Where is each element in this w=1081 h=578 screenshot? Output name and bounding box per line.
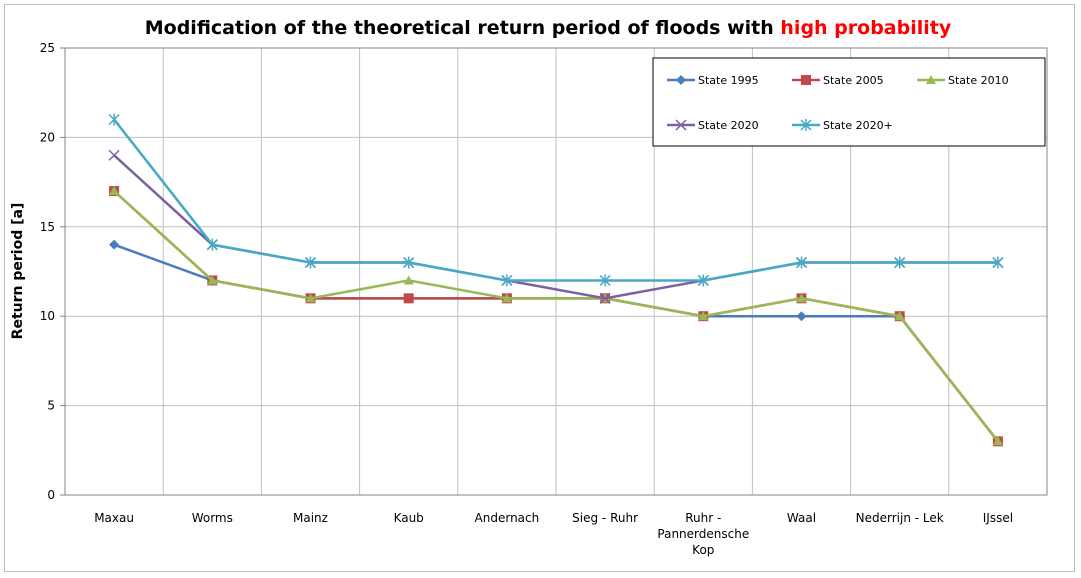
y-tick-label: 10 [40, 309, 55, 323]
x-tick-label: Worms [191, 511, 233, 525]
legend-label: State 1995 [698, 74, 759, 87]
data-point [796, 293, 807, 303]
y-tick-label: 0 [47, 488, 55, 502]
data-point [796, 311, 807, 322]
legend: State 1995 State 2005 State 2010 State 2020… [652, 57, 1046, 147]
x-tick-label: Waal [786, 511, 817, 525]
x-tick-label: Kaub [393, 511, 424, 525]
data-point [305, 293, 316, 303]
data-point [304, 256, 317, 269]
legend-box [652, 57, 1046, 147]
data-point [501, 293, 512, 303]
legend-marker [801, 75, 811, 85]
data-point [599, 292, 611, 304]
data-point [501, 274, 513, 287]
x-tick-label: Maxau [94, 511, 134, 525]
y-axis-label: Return period [a] [10, 203, 26, 340]
data-point [108, 113, 120, 126]
legend-marker [926, 75, 936, 84]
y-tick-label: 25 [40, 41, 55, 55]
x-tick-label: Nederrijn - Lek [855, 511, 944, 525]
data-point [697, 274, 709, 287]
chart-title: Modification of the theoretical return p… [145, 17, 952, 39]
legend-marker [676, 75, 686, 85]
legend-label: State 2005 [823, 74, 884, 87]
legend-label: State 2010 [948, 74, 1009, 87]
y-tick-label: 5 [47, 399, 55, 413]
plot-border [64, 47, 1048, 496]
data-point [403, 256, 415, 269]
y-tick-label: 15 [40, 220, 55, 234]
x-tick-label: Ruhr - Pannerdensche Kop [657, 511, 750, 557]
data-point [207, 275, 218, 285]
data-point [795, 256, 808, 269]
data-point [403, 293, 414, 304]
legend-label: State 2020+ [823, 119, 893, 132]
data-point [894, 311, 905, 321]
data-point [992, 436, 1003, 446]
data-point [992, 256, 1004, 269]
title-emphasis: high probability [780, 17, 951, 39]
x-tick-label: Mainz [293, 511, 328, 525]
legend-marker [800, 119, 812, 131]
x-tick-label: Sieg - Ruhr [572, 511, 639, 525]
x-tick-label: Andernach [474, 511, 540, 525]
data-point [109, 239, 120, 250]
series-line [113, 190, 999, 443]
data-point [894, 256, 906, 269]
legend-label: State 2020 [698, 119, 759, 132]
series-line [113, 118, 998, 282]
data-point [206, 238, 218, 251]
title-text: Modification of the theoretical return p… [145, 17, 774, 39]
x-tick-label: IJssel [982, 511, 1014, 525]
data-point [698, 311, 709, 321]
data-point [403, 275, 414, 285]
chart-border [4, 4, 1075, 572]
data-point [109, 186, 120, 196]
data-point [599, 274, 611, 287]
y-tick-label: 20 [40, 130, 55, 144]
legend-marker [675, 119, 687, 131]
data-point [108, 149, 120, 161]
